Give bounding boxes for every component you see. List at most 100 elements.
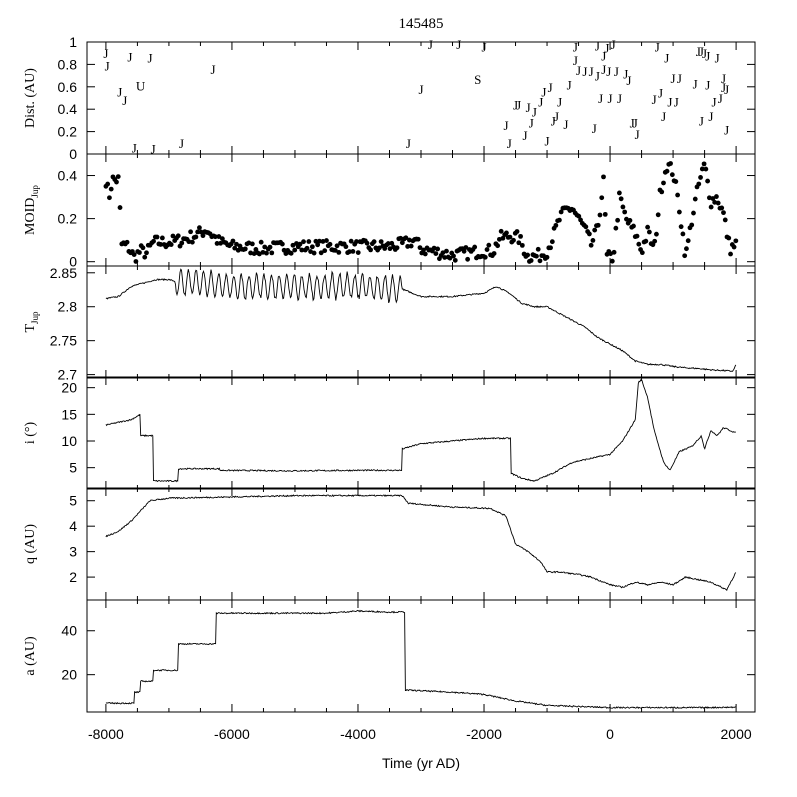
moid-point (219, 236, 225, 242)
moid-point (306, 239, 312, 244)
moid-point (288, 250, 294, 256)
moid-point (507, 234, 513, 240)
y-tick-label: 2.75 (50, 333, 77, 349)
dist-symbol: J (699, 113, 704, 128)
moid-point (415, 236, 421, 242)
moid-point (188, 229, 194, 235)
moid-point (159, 235, 165, 241)
panel-frame (86, 599, 756, 713)
moid-point (669, 172, 675, 178)
panel-frame (86, 265, 756, 379)
moid-point (311, 250, 317, 256)
moid-point (668, 161, 673, 166)
moid-point (267, 244, 273, 250)
x-tick-label: -4000 (340, 726, 376, 742)
moid-point (728, 251, 733, 257)
moid-point (322, 248, 328, 254)
moid-point (189, 239, 195, 245)
moid-point (230, 238, 236, 244)
moid-point (504, 230, 509, 236)
moid-point (588, 242, 594, 248)
moid-point (405, 244, 411, 249)
dist-symbol: J (617, 91, 622, 106)
moid-point (332, 247, 338, 253)
dist-symbol: J (132, 140, 137, 155)
moid-point (721, 210, 726, 216)
moid-point (620, 204, 626, 210)
moid-point (212, 234, 218, 240)
y-tick-label: 10 (61, 433, 77, 449)
dist-symbol: J (151, 141, 156, 156)
moid-point (597, 212, 603, 218)
moid-point (528, 258, 534, 263)
moid-point (394, 245, 400, 251)
moid-point (137, 250, 142, 255)
y-tick-label: 0.6 (58, 79, 78, 95)
moid-point (264, 250, 269, 256)
moid-point (652, 238, 658, 244)
dist-symbol: J (504, 118, 509, 133)
dist-symbol: J (705, 48, 710, 63)
moid-point (193, 234, 199, 240)
moid-point (364, 240, 370, 246)
dist-symbol: J (630, 116, 635, 131)
moid-point (654, 231, 659, 237)
moid-point (675, 192, 681, 198)
moid-point (484, 247, 490, 252)
moid-point (389, 240, 395, 246)
moid-point (634, 233, 640, 239)
moid-point (719, 205, 725, 211)
moid-point (269, 250, 275, 256)
moid-point (234, 241, 239, 247)
moid-point (472, 244, 478, 250)
moid-point (108, 186, 114, 192)
dist-symbol: J (595, 69, 600, 84)
moid-point (186, 239, 192, 245)
moid-point (705, 178, 711, 184)
moid-point (615, 217, 621, 223)
y-tick-label: 0 (69, 254, 77, 270)
moid-point (673, 179, 679, 184)
moid-point (297, 241, 303, 247)
moid-point (377, 245, 382, 251)
moid-point (347, 249, 352, 255)
y-axis-label: i (°) (23, 422, 38, 445)
moid-point (558, 209, 564, 215)
dist-symbol: J (516, 98, 521, 113)
moid-point (609, 258, 615, 264)
moid-point (715, 200, 721, 206)
dist-symbol: J (721, 71, 726, 86)
moid-point (144, 250, 149, 256)
series-line-q (105, 494, 737, 591)
moid-point (444, 248, 449, 254)
dist-symbol: J (661, 109, 666, 124)
x-tick-label: 2000 (721, 726, 752, 742)
dist-symbol: J (526, 100, 531, 115)
moid-point (355, 250, 361, 255)
moid-point (124, 239, 130, 245)
dist-symbol: J (604, 41, 609, 56)
moid-point (514, 229, 520, 234)
y-tick-label: 20 (61, 667, 77, 683)
moid-point (442, 255, 448, 260)
y-axis-label: Dist. (AU) (23, 68, 38, 128)
dist-symbol: J (671, 71, 676, 86)
moid-point (133, 259, 139, 264)
moid-point (482, 254, 488, 260)
moid-point (601, 174, 606, 180)
dist-symbol: J (608, 91, 613, 106)
dist-symbol: J (699, 44, 704, 59)
x-axis-label: Time (yr AD) (382, 755, 460, 771)
moid-point (535, 246, 541, 252)
dist-symbol: J (667, 94, 672, 109)
moid-point (643, 238, 649, 244)
moid-point (486, 242, 492, 248)
moid-point (242, 246, 248, 252)
moid-point (518, 233, 523, 239)
dist-symbol: U (136, 79, 146, 94)
moid-point (618, 196, 624, 202)
moid-point (733, 238, 739, 244)
moid-point (452, 257, 458, 263)
dist-symbol: J (548, 80, 553, 95)
moid-point (279, 241, 285, 247)
